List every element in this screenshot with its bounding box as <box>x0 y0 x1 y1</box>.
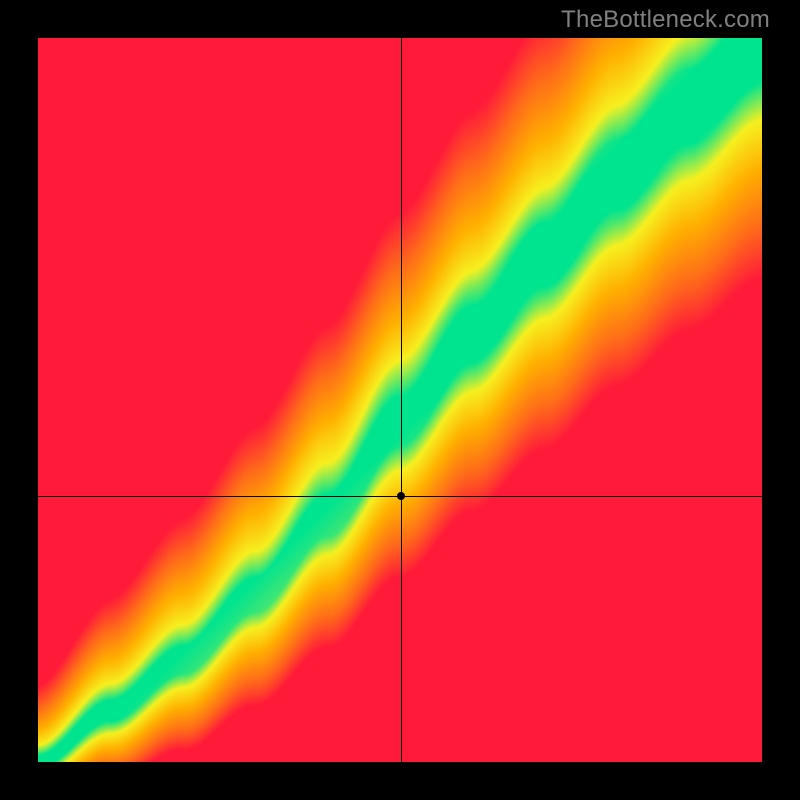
chart-container: TheBottleneck.com <box>0 0 800 800</box>
crosshair-vertical <box>401 38 402 762</box>
plot-area <box>38 38 762 762</box>
crosshair-marker <box>397 492 405 500</box>
heatmap-canvas <box>38 38 762 762</box>
watermark-text: TheBottleneck.com <box>561 6 770 34</box>
